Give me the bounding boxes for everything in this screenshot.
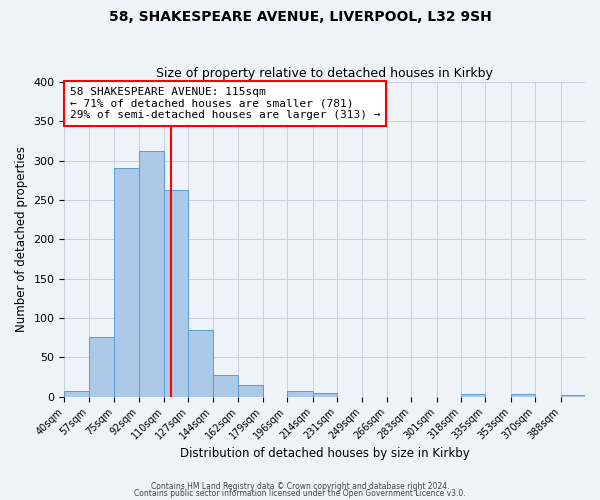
X-axis label: Distribution of detached houses by size in Kirkby: Distribution of detached houses by size … bbox=[180, 447, 470, 460]
Bar bbox=[238, 385, 263, 397]
Bar bbox=[139, 150, 164, 397]
Bar bbox=[461, 394, 485, 397]
Title: Size of property relative to detached houses in Kirkby: Size of property relative to detached ho… bbox=[156, 66, 493, 80]
Bar bbox=[511, 394, 535, 397]
Bar bbox=[313, 393, 337, 397]
Bar bbox=[89, 337, 115, 397]
Text: 58, SHAKESPEARE AVENUE, LIVERPOOL, L32 9SH: 58, SHAKESPEARE AVENUE, LIVERPOOL, L32 9… bbox=[109, 10, 491, 24]
Text: Contains public sector information licensed under the Open Government Licence v3: Contains public sector information licen… bbox=[134, 490, 466, 498]
Bar bbox=[115, 168, 139, 397]
Bar bbox=[164, 190, 188, 397]
Bar bbox=[287, 390, 313, 397]
Bar bbox=[561, 395, 585, 397]
Bar bbox=[188, 330, 213, 397]
Text: Contains HM Land Registry data © Crown copyright and database right 2024.: Contains HM Land Registry data © Crown c… bbox=[151, 482, 449, 491]
Bar bbox=[213, 375, 238, 397]
Y-axis label: Number of detached properties: Number of detached properties bbox=[15, 146, 28, 332]
Text: 58 SHAKESPEARE AVENUE: 115sqm
← 71% of detached houses are smaller (781)
29% of : 58 SHAKESPEARE AVENUE: 115sqm ← 71% of d… bbox=[70, 87, 380, 120]
Bar bbox=[64, 390, 89, 397]
